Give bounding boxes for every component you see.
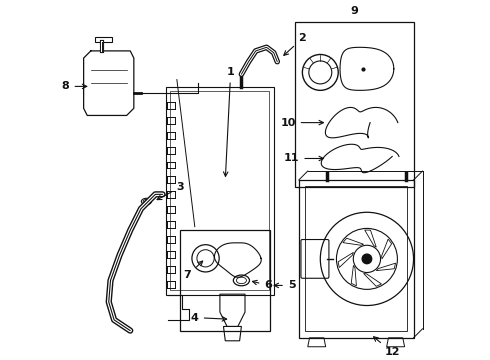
Text: 2: 2 (284, 33, 306, 55)
Text: 9: 9 (350, 6, 358, 17)
Text: 12: 12 (373, 337, 400, 357)
Text: 11: 11 (284, 153, 323, 163)
Text: 7: 7 (184, 261, 203, 280)
Text: 8: 8 (62, 81, 87, 91)
Text: 10: 10 (280, 118, 323, 128)
Text: 4: 4 (191, 312, 227, 323)
Text: 5: 5 (274, 280, 295, 291)
Text: 6: 6 (252, 280, 272, 291)
Text: 1: 1 (223, 67, 235, 176)
Circle shape (362, 254, 372, 264)
Text: 3: 3 (157, 182, 184, 200)
